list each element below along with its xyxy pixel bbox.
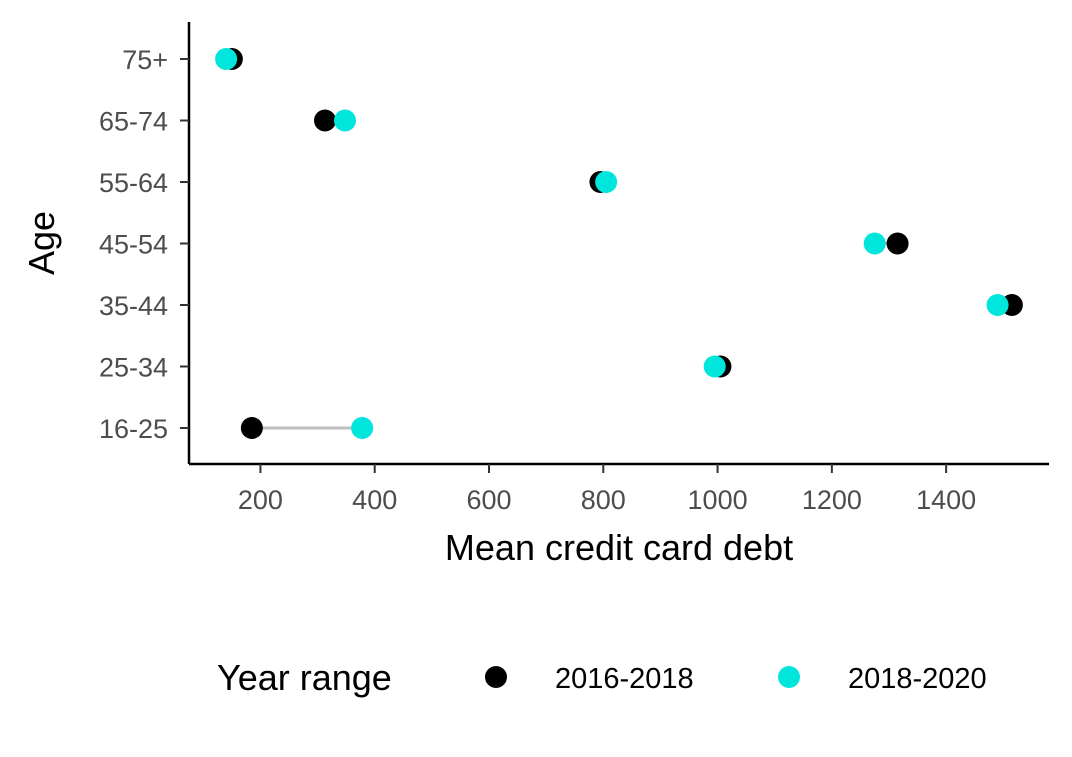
y-tick-label-55-64: 55-64 [99, 168, 168, 198]
point-layer [215, 48, 1023, 439]
x-tick-label-1000: 1000 [688, 485, 748, 515]
point-2018-2020-75 [215, 48, 238, 70]
axes [187, 22, 1049, 466]
legend-key-2016-2018 [485, 666, 507, 688]
y-tick-label-25-34: 25-34 [99, 353, 168, 383]
y-tick-label-65-74: 65-74 [99, 107, 168, 137]
point-2016-2018-45-54 [886, 232, 909, 255]
legend-key-2018-2020 [778, 666, 800, 688]
x-tick-label-1200: 1200 [802, 485, 862, 515]
legend-title: Year range [217, 657, 392, 698]
legend-label-2016-2018: 2016-2018 [555, 663, 694, 695]
legend-item-2016-2018: 2016-2018 [485, 663, 694, 695]
y-ticks: 16-25 25-34 35-44 45-54 55-64 65-74 75+ [99, 45, 189, 444]
y-tick-label-16-25: 16-25 [99, 414, 168, 444]
point-2018-2020-25-34 [703, 355, 726, 378]
y-tick-label-35-44: 35-44 [99, 291, 168, 321]
y-tick-label-75: 75+ [122, 45, 168, 75]
legend-item-2018-2020: 2018-2020 [778, 663, 987, 695]
x-tick-label-400: 400 [352, 485, 397, 515]
y-tick-label-45-54: 45-54 [99, 230, 168, 260]
x-tick-label-800: 800 [581, 485, 626, 515]
y-axis-title: Age [21, 211, 62, 275]
point-2018-2020-35-44 [986, 294, 1009, 316]
point-2018-2020-65-74 [334, 109, 356, 132]
point-2016-2018-65-74 [314, 109, 336, 132]
legend-label-2018-2020: 2018-2020 [848, 663, 987, 695]
x-ticks: 200 400 600 800 1000 1200 1400 [238, 464, 976, 515]
point-2016-2018-16-25 [240, 417, 263, 439]
point-2018-2020-55-64 [595, 171, 618, 193]
x-tick-label-200: 200 [238, 485, 283, 515]
x-tick-label-1400: 1400 [916, 485, 976, 515]
point-2018-2020-45-54 [863, 232, 886, 255]
x-axis-title: Mean credit card debt [445, 527, 793, 568]
x-tick-label-600: 600 [466, 485, 511, 515]
point-2018-2020-16-25 [351, 417, 374, 439]
legend: Year range 2016-2018 2018-2020 [217, 657, 987, 698]
